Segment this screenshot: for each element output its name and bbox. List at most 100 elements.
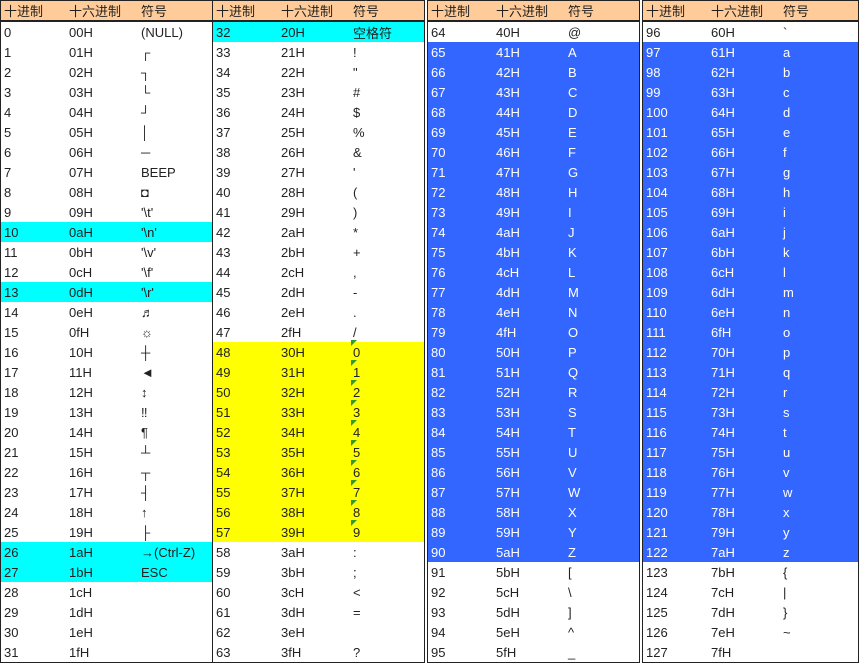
header-hex: 十六进制: [281, 4, 334, 19]
symbol-cell: ┤: [141, 484, 151, 500]
table-row: 35 23H #: [213, 82, 424, 102]
table-row: 61 3dH =: [213, 602, 424, 622]
decimal-cell: 76: [431, 264, 446, 280]
symbol-cell: ): [353, 204, 358, 220]
symbol-cell: M: [568, 284, 579, 300]
decimal-cell: 101: [646, 124, 668, 140]
table-row: 117 75H u: [643, 442, 858, 462]
table-row: 97 61H a: [643, 42, 858, 62]
hex-cell: 7fH: [711, 644, 732, 660]
table-row: 55 37H 7: [213, 479, 424, 502]
hex-cell: 37H: [281, 484, 305, 500]
table-row: 92 5cH \: [428, 582, 639, 602]
symbol-cell: H: [568, 184, 578, 200]
hex-cell: 5bH: [496, 564, 520, 580]
decimal-cell: 6: [4, 144, 12, 160]
decimal-cell: 1: [4, 44, 12, 60]
hex-cell: 57H: [496, 484, 520, 500]
hex-cell: 55H: [496, 444, 520, 460]
hex-cell: 36H: [281, 464, 305, 480]
table-row: 64 40H @: [428, 22, 639, 42]
symbol-cell: e: [783, 124, 791, 140]
table-row: 114 72H r: [643, 382, 858, 402]
table-row: 84 54H T: [428, 422, 639, 442]
decimal-cell: 66: [431, 64, 446, 80]
decimal-cell: 103: [646, 164, 668, 180]
hex-cell: 68H: [711, 184, 735, 200]
table-row: 48 30H 0: [213, 339, 424, 362]
hex-cell: 17H: [69, 484, 93, 500]
decimal-cell: 69: [431, 124, 446, 140]
table-row: 16 10H ┼: [1, 342, 212, 362]
column-header: 十进制 十六进制 符号: [213, 1, 424, 22]
table-row: 31 1fH: [1, 642, 212, 662]
hex-cell: 4fH: [496, 324, 517, 340]
symbol-cell: ┐: [141, 64, 151, 80]
ascii-column-0-31: 十进制 十六进制 符号 0 00H (NULL) 1 01H ┌ 2 02H ┐ 3 03H └ 4 04…: [0, 0, 213, 663]
symbol-cell: g: [783, 164, 791, 180]
symbol-cell: 9: [351, 519, 424, 540]
table-row: 108 6cH l: [643, 262, 858, 282]
hex-cell: 22H: [281, 64, 305, 80]
cell-comment-marker: [351, 419, 357, 426]
symbol-cell: 空格符: [353, 25, 393, 41]
hex-cell: 01H: [69, 44, 93, 60]
decimal-cell: 115: [646, 404, 667, 420]
decimal-cell: 87: [431, 484, 446, 500]
symbol-cell: 7: [351, 479, 424, 500]
decimal-cell: 9: [4, 204, 12, 220]
hex-cell: 3dH: [281, 604, 305, 620]
symbol-cell: 0: [351, 339, 424, 360]
decimal-cell: 20: [4, 424, 19, 440]
hex-cell: 73H: [711, 404, 735, 420]
decimal-cell: 88: [431, 504, 446, 520]
hex-cell: 6dH: [711, 284, 735, 300]
decimal-cell: 13: [4, 284, 19, 300]
hex-cell: 4eH: [496, 304, 520, 320]
hex-cell: 58H: [496, 504, 520, 520]
table-row: 119 77H w: [643, 482, 858, 502]
symbol-cell: }: [783, 604, 788, 620]
table-row: 105 69H i: [643, 202, 858, 222]
decimal-cell: 104: [646, 184, 668, 200]
symbol-cell: @: [568, 24, 582, 40]
decimal-cell: 91: [431, 564, 446, 580]
symbol-cell: ESC: [141, 564, 168, 580]
hex-cell: 15H: [69, 444, 93, 460]
decimal-cell: 90: [431, 544, 446, 560]
hex-cell: 24H: [281, 104, 305, 120]
symbol-cell: <: [353, 584, 361, 600]
symbol-cell: l: [783, 264, 786, 280]
hex-cell: 4dH: [496, 284, 520, 300]
symbol-cell: ┌: [141, 44, 151, 60]
header-symbol: 符号: [141, 4, 168, 19]
decimal-cell: 92: [431, 584, 446, 600]
table-row: 1 01H ┌: [1, 42, 212, 62]
hex-cell: 7bH: [711, 564, 735, 580]
ascii-column-32-63: 十进制 十六进制 符号 32 20H 空格符 33 21H! 34 22H " 35 23H #36…: [212, 0, 425, 663]
decimal-cell: 113: [646, 364, 667, 380]
symbol-cell: x: [783, 504, 790, 520]
table-row: 101 65H e: [643, 122, 858, 142]
table-row: 15 0fH ☼: [1, 322, 212, 342]
hex-cell: 49H: [496, 204, 520, 220]
decimal-cell: 97: [646, 44, 661, 60]
table-row: 104 68H h: [643, 182, 858, 202]
symbol-cell: h: [783, 184, 791, 200]
hex-cell: 42H: [496, 64, 520, 80]
symbol-cell: `: [783, 24, 788, 40]
symbol-cell: m: [783, 284, 794, 300]
symbol-cell: K: [568, 244, 577, 260]
symbol-cell: ─: [141, 144, 151, 160]
symbol-cell: ¶: [141, 424, 148, 440]
symbol-cell: r: [783, 384, 788, 400]
table-row: 60 3cH <: [213, 582, 424, 602]
symbol-cell: 1: [351, 359, 424, 380]
decimal-cell: 114: [646, 384, 667, 400]
hex-cell: 3fH: [281, 644, 302, 660]
table-row: 50 32H 2: [213, 379, 424, 402]
symbol-cell: +: [353, 244, 361, 260]
decimal-cell: 22: [4, 464, 19, 480]
hex-cell: 27H: [281, 164, 305, 180]
decimal-cell: 79: [431, 324, 446, 340]
